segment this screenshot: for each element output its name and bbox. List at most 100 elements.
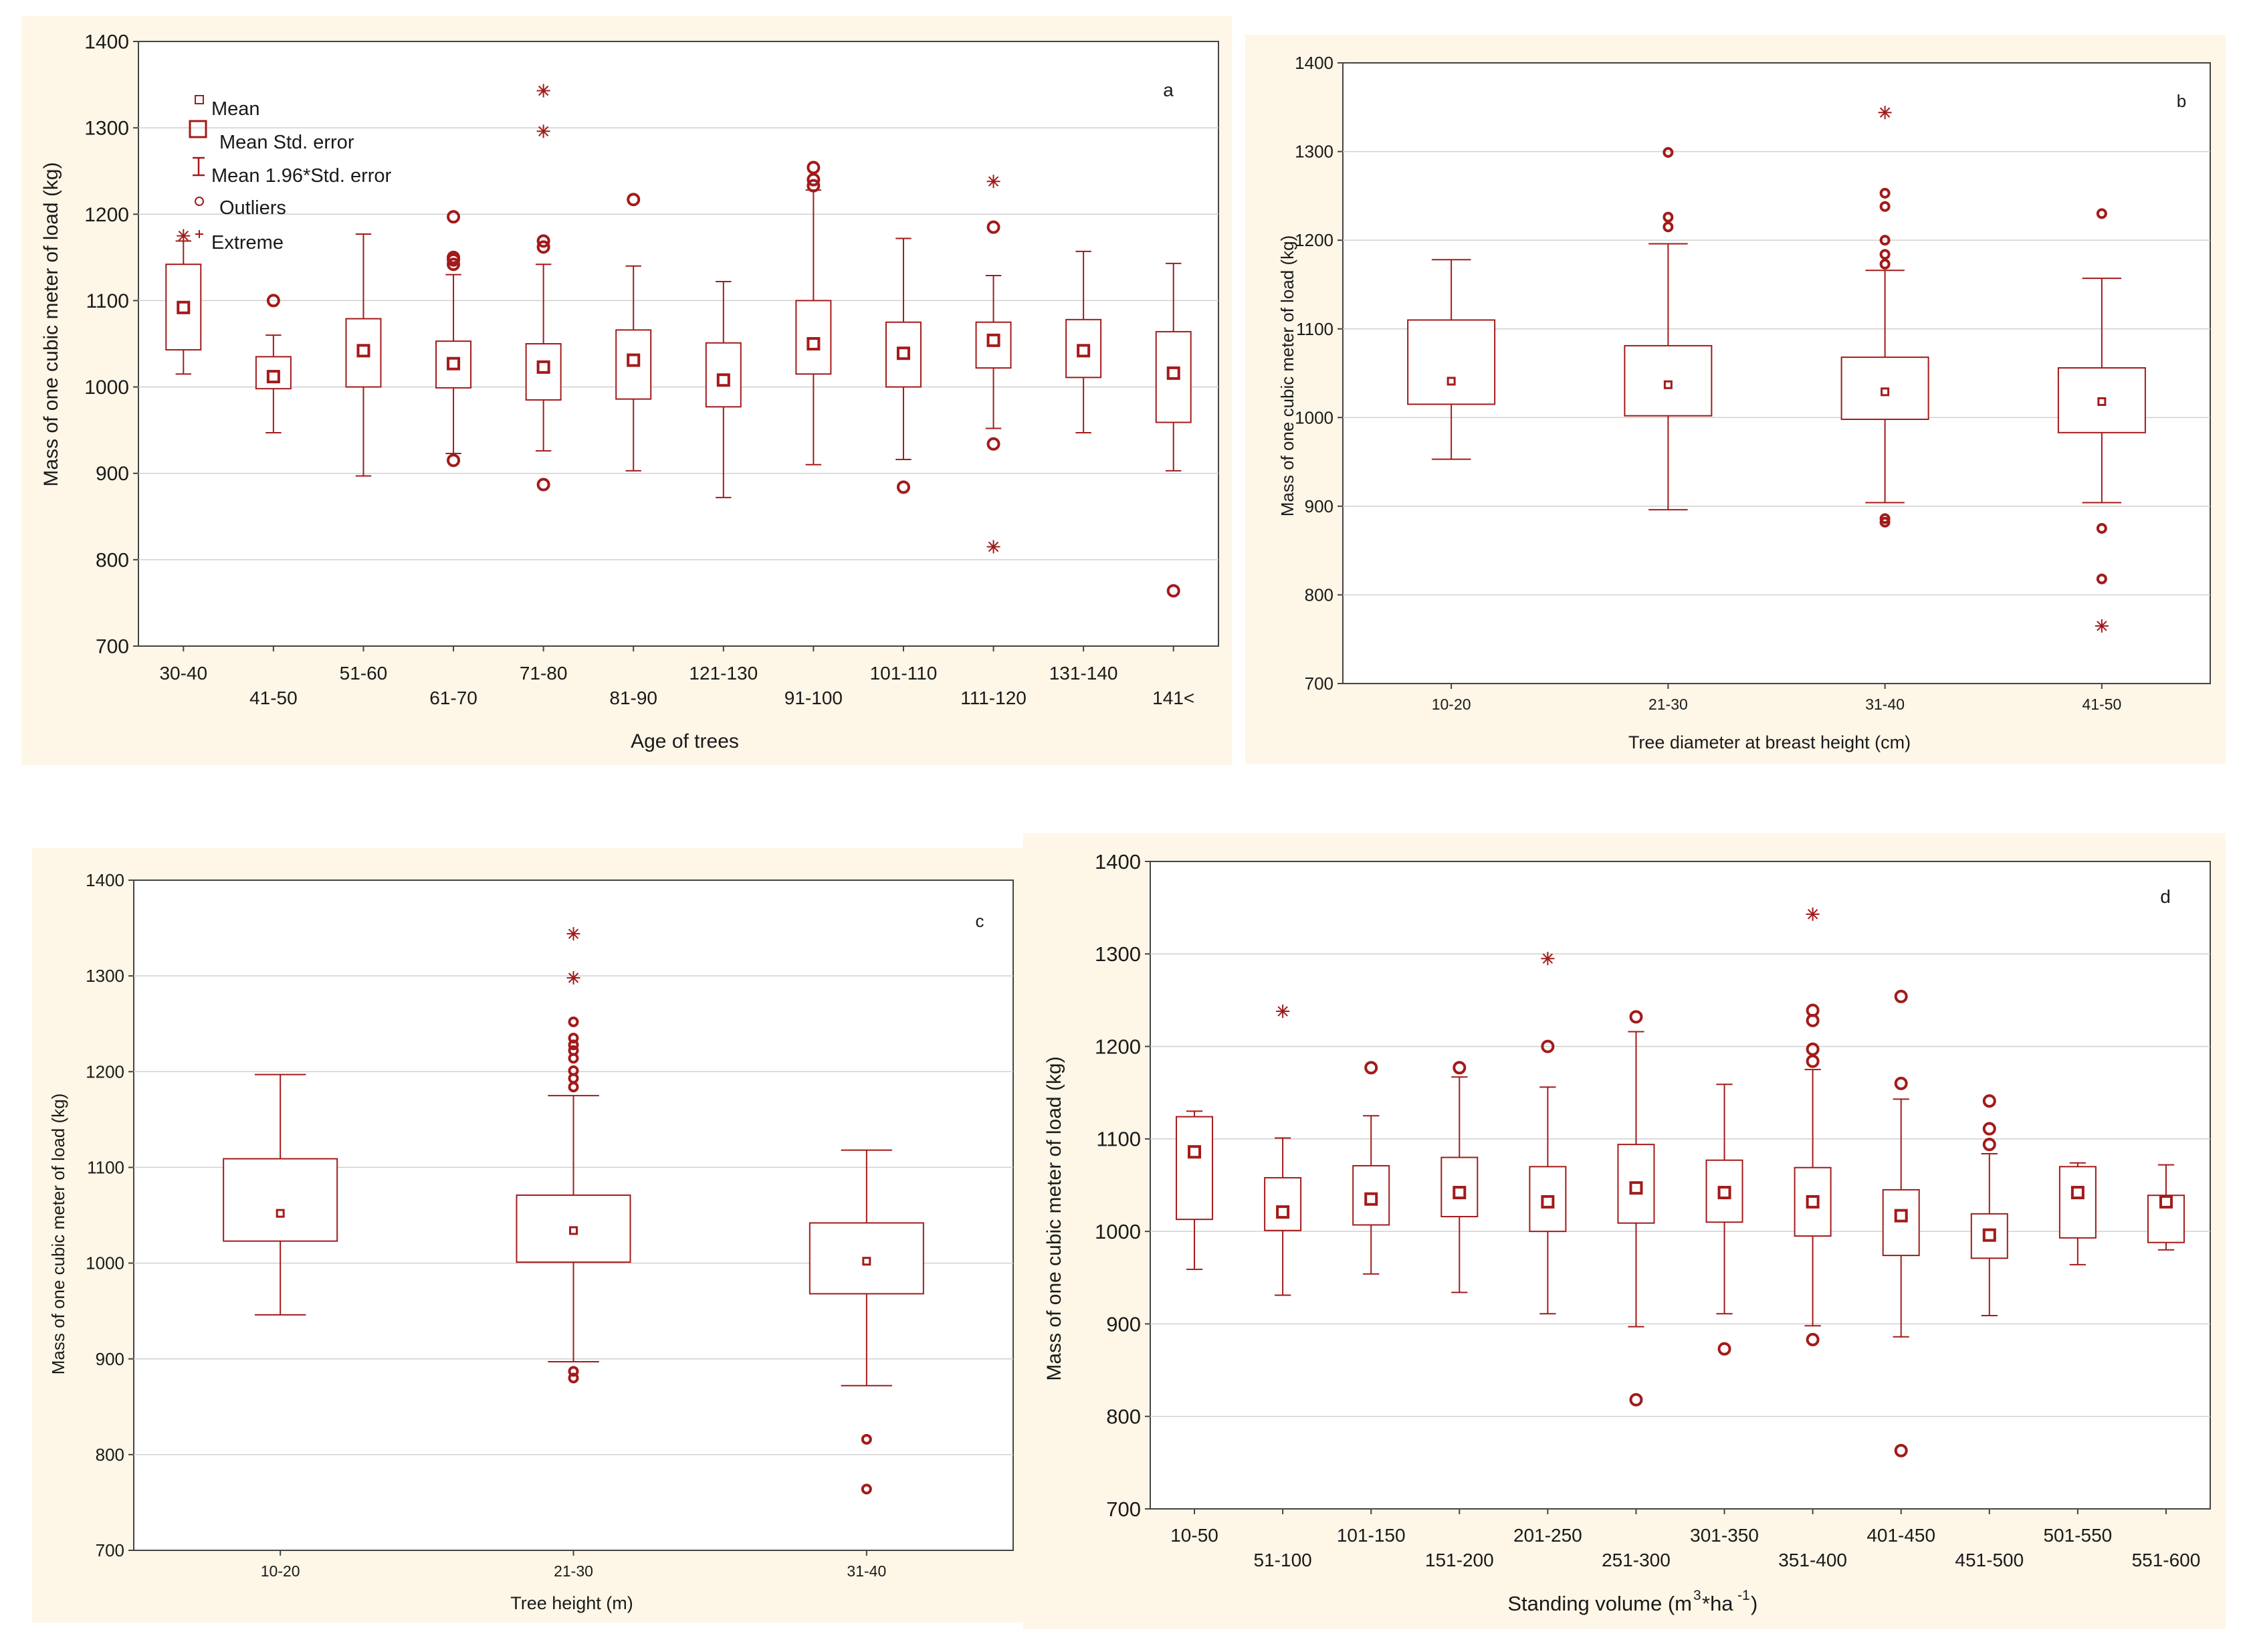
legend-outliers-symbol <box>195 197 204 206</box>
y-tick-label: 700 <box>1305 674 1333 694</box>
mean-point <box>1166 366 1180 380</box>
y-tick-label: 800 <box>1106 1405 1141 1429</box>
legend-se-symbol <box>189 120 207 138</box>
y-tick-label: 700 <box>1106 1498 1141 1521</box>
legend-outliers-label: Outliers <box>219 197 286 219</box>
extreme-stroke <box>1807 909 1818 920</box>
box <box>1794 1166 1832 1237</box>
extreme-point <box>1541 952 1555 966</box>
panel-c-ylabel: Mass of one cubic meter of load (kg) <box>48 1094 68 1375</box>
outlier-point <box>1453 1061 1467 1075</box>
mean-point <box>896 346 910 360</box>
x-tick-label: 21-30 <box>554 1562 593 1580</box>
box <box>1155 330 1192 423</box>
extreme-stroke <box>1879 107 1891 118</box>
mean-point <box>1188 1145 1202 1159</box>
y-tick-label: 1000 <box>1295 407 1333 427</box>
x-tick-label: 351-400 <box>1778 1550 1847 1570</box>
outlier-point <box>447 210 461 224</box>
mean-point <box>1982 1228 1996 1242</box>
outlier-point <box>568 1065 579 1076</box>
outlier-point <box>1982 1122 1996 1136</box>
legend-mean-label: Mean <box>211 98 260 120</box>
chart-panel-d: 700 800 900 1000 1100 1200 1300 1400 10-50 51-100… <box>1095 850 2211 1570</box>
extreme-point <box>566 971 580 985</box>
x-tick-label: 111-120 <box>960 688 1027 708</box>
outlier-point <box>1806 1332 1820 1346</box>
legend: Mean Mean Std. error Mean 1.96*Std. erro… <box>189 95 392 253</box>
x-tick-label: 131-140 <box>1049 663 1118 684</box>
panel-b-ylabel: Mass of one cubic meter of load (kg) <box>1277 235 1297 517</box>
chart-panel-a: 700 800 900 1000 1100 1200 1300 1400 30-40 41-50 5… <box>84 31 1219 708</box>
panel-d-corner-label: d <box>2160 886 2171 907</box>
box <box>1407 319 1496 405</box>
mean-point <box>276 1209 285 1218</box>
y-tick-label: 800 <box>96 1445 124 1465</box>
outlier-point <box>861 1433 872 1445</box>
x-tick-label: 301-350 <box>1690 1525 1759 1546</box>
extreme-stroke <box>2097 621 2107 631</box>
panel-d-xlabel-superscript-2: -1 <box>1737 1588 1750 1603</box>
y-tick-label: 900 <box>96 463 129 485</box>
x-tick-label: 31-40 <box>1865 696 1905 713</box>
outlier-point <box>1629 1010 1643 1024</box>
outlier-point <box>568 1045 579 1056</box>
extreme-point <box>1276 1005 1290 1019</box>
x-tick-label: 141< <box>1152 688 1194 708</box>
x-tick-label: 30-40 <box>159 663 207 684</box>
extreme-stroke <box>1277 1006 1288 1017</box>
panel-b-xlabel: Tree diameter at breast height (cm) <box>1628 732 1911 752</box>
outlier-point <box>1894 989 1908 1003</box>
extreme-point <box>177 229 191 243</box>
plot-area <box>1150 861 2211 1510</box>
x-tick-label: 451-500 <box>1955 1550 2024 1570</box>
mean-point <box>1453 1186 1467 1200</box>
outlier-point <box>1879 249 1891 260</box>
x-tick-label: 61-70 <box>429 688 477 708</box>
legend-ci-symbol <box>193 157 205 177</box>
x-tick-label: 121-130 <box>689 663 758 684</box>
mean-point <box>1717 1186 1731 1200</box>
outlier-point <box>568 1016 579 1027</box>
box <box>1176 1116 1214 1221</box>
x-tick-label: 10-20 <box>1432 696 1471 713</box>
panel-a-xlabel: Age of trees <box>631 730 739 752</box>
box <box>223 1158 338 1242</box>
outlier-point <box>568 1366 579 1377</box>
outlier-point <box>447 257 461 272</box>
y-tick-label: 1200 <box>84 204 129 226</box>
extreme-stroke <box>178 230 189 241</box>
x-tick-label: 51-100 <box>1254 1550 1312 1570</box>
y-tick-label: 1400 <box>86 870 124 890</box>
legend-extreme-symbol <box>195 230 203 238</box>
outlier-point <box>986 437 1000 451</box>
y-tick-label: 900 <box>1305 496 1333 516</box>
outlier-point <box>1717 1342 1731 1356</box>
mean-point <box>986 333 1000 347</box>
y-tick-label: 1300 <box>1095 942 1141 966</box>
chart-panel-b: 700 800 900 1000 1100 1200 1300 1400 10-20 21-30 3… <box>1295 53 2211 713</box>
extreme-stroke <box>1542 953 1554 964</box>
panel-d-xlabel-close: ) <box>1751 1592 1757 1615</box>
outlier-point <box>1982 1094 1996 1108</box>
outlier-point <box>1879 516 1891 528</box>
mean-point <box>1276 1205 1290 1219</box>
outlier-point <box>1879 513 1891 524</box>
extreme-point <box>986 175 1000 189</box>
outlier-point <box>627 193 641 207</box>
box <box>1352 1164 1390 1226</box>
x-tick-label: 401-450 <box>1866 1525 1935 1546</box>
mean-point <box>2097 397 2107 406</box>
x-tick-label: 201-250 <box>1513 1525 1582 1546</box>
x-tick-label: 81-90 <box>609 688 657 708</box>
outlier-point <box>1879 187 1891 199</box>
y-tick-label: 700 <box>96 1540 124 1560</box>
mean-point <box>1806 1195 1820 1209</box>
x-tick-label: 31-40 <box>847 1562 886 1580</box>
outlier-point <box>861 1483 872 1495</box>
legend-ci-label: Mean 1.96*Std. error <box>211 165 392 187</box>
x-tick-label: 10-50 <box>1170 1525 1218 1546</box>
y-tick-label: 900 <box>1106 1312 1141 1336</box>
panel-d-xlabel: Standing volume (m <box>1507 1592 1692 1615</box>
